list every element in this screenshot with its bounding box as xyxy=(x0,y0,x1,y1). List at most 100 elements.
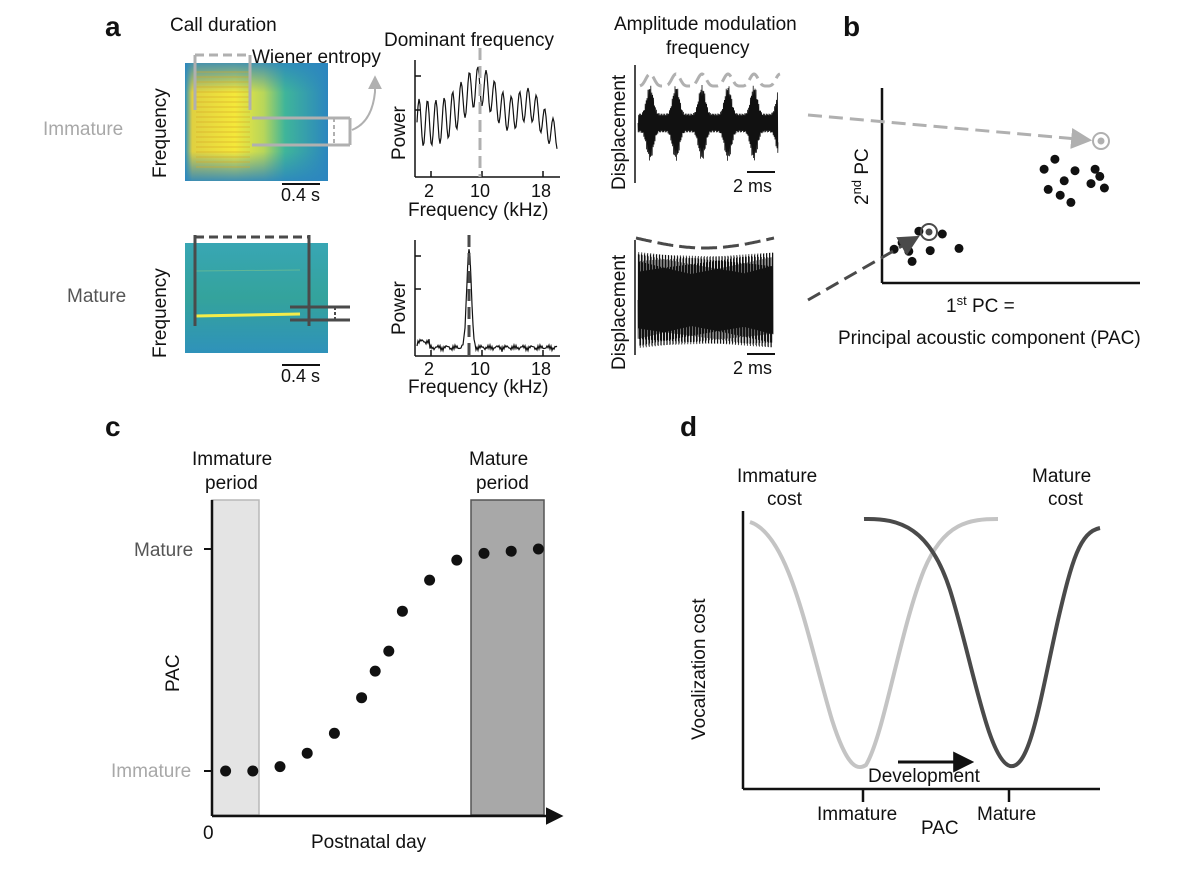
pac-point-4 xyxy=(328,727,340,739)
freq-xlabel-immature: Frequency (kHz) xyxy=(408,200,548,221)
panel-c-label: c xyxy=(105,411,121,442)
am-title-line1: Amplitude modulation xyxy=(614,14,797,35)
spectrogram-mature xyxy=(185,235,350,366)
pac-point-5 xyxy=(356,692,368,704)
pac-point-11 xyxy=(478,547,490,559)
pc2-ylabel-sup: nd xyxy=(849,180,864,194)
pac-point-12 xyxy=(505,545,517,557)
pc-immature-point-1 xyxy=(907,256,917,266)
pac-point-6 xyxy=(369,665,381,677)
pc-mature-point-7 xyxy=(1090,164,1100,174)
cost-xlabel-pac: PAC xyxy=(921,818,959,839)
pc-mature-point-1 xyxy=(1050,154,1060,164)
immature-period-line1: Immature xyxy=(192,449,272,470)
am-title-line2: frequency xyxy=(666,38,750,59)
displacement-ylabel-mature: Displacement xyxy=(609,254,630,370)
pac-point-0 xyxy=(220,765,232,777)
pc1-xlabel: 1st PC = xyxy=(946,293,1015,317)
pc-mature-point-2 xyxy=(1055,190,1065,200)
pc-mature-point-5 xyxy=(1070,166,1080,176)
pc2-ylabel-suffix: PC xyxy=(852,148,873,180)
mature-cost-line1: Mature xyxy=(1032,466,1091,487)
pc-mature-point-9 xyxy=(1043,184,1053,194)
waveform-immature xyxy=(634,65,781,183)
pac-point-1 xyxy=(247,765,259,777)
cost-xtick-immature: Immature xyxy=(817,804,897,825)
power-spectrum-mature xyxy=(414,235,560,357)
pac-point-2 xyxy=(274,761,286,773)
pc1-xlabel-sup: st xyxy=(957,293,968,308)
pc-mature-point-3 xyxy=(1059,176,1069,186)
freq-tick-2-mature: 2 xyxy=(424,359,434,379)
pac-point-7 xyxy=(383,645,395,657)
power-spectrum-immature xyxy=(414,48,560,178)
pac-point-9 xyxy=(424,574,436,586)
mature-cost-curve xyxy=(863,516,1101,769)
pac-point-10 xyxy=(451,554,463,566)
panel-a-label: a xyxy=(105,11,121,42)
mature-period-line2: period xyxy=(476,473,529,494)
development-label: Development xyxy=(868,766,981,787)
wiener-entropy-label: Wiener entropy xyxy=(252,47,381,68)
pac-point-13 xyxy=(532,543,544,555)
pc-immature-point-3 xyxy=(925,246,935,256)
pc-scatter-points xyxy=(889,154,1109,266)
mature-cost-line2: cost xyxy=(1048,489,1084,510)
immature-period-line2: period xyxy=(205,473,258,494)
spectrogram-mature-scale: 0.4 s xyxy=(281,366,320,386)
pc-immature-point-5 xyxy=(954,243,964,253)
postnatal-day-label: Postnatal day xyxy=(311,832,427,853)
freq-tick-18-mature: 18 xyxy=(531,359,551,379)
pac-point-3 xyxy=(301,747,313,759)
pc1-xlabel-num: 1 xyxy=(946,296,957,317)
spectrogram-immature-ylabel: Frequency xyxy=(150,88,171,178)
pac-ytick-immature: Immature xyxy=(111,761,191,782)
displacement-ylabel-immature: Displacement xyxy=(609,74,630,190)
waveform-mature xyxy=(634,236,775,355)
pc-immature-point-6 xyxy=(904,246,914,256)
freq-xlabel-mature: Frequency (kHz) xyxy=(408,377,548,398)
spectrogram-mature-ylabel: Frequency xyxy=(150,268,171,358)
pc-mature-point-0 xyxy=(1039,164,1049,174)
call-duration-label: Call duration xyxy=(170,15,277,36)
cost-axes xyxy=(741,511,1100,802)
pac-point-8 xyxy=(396,605,408,617)
arrow-immature-to-pc xyxy=(807,235,920,302)
freq-tick-2-immature: 2 xyxy=(424,181,434,201)
dominant-frequency-title: Dominant frequency xyxy=(384,30,555,51)
pc2-ylabel-num: 2 xyxy=(852,194,873,205)
pc-highlight-immature xyxy=(920,223,938,241)
pc1-xlabel-suffix: PC = xyxy=(967,296,1015,317)
cost-xtick-mature: Mature xyxy=(977,804,1036,825)
spectrogram-immature-scale: 0.4 s xyxy=(281,185,320,205)
panel-d-label: d xyxy=(680,411,697,442)
immature-cost-line1: Immature xyxy=(737,466,817,487)
am-scale-immature: 2 ms xyxy=(733,176,772,196)
pc2-ylabel: 2nd PC xyxy=(849,148,873,205)
arrow-mature-to-pc xyxy=(807,113,1093,149)
pc-mature-point-6 xyxy=(1086,179,1096,189)
freq-tick-10-immature: 10 xyxy=(470,181,490,201)
pc-mature-point-10 xyxy=(1095,171,1105,181)
row-label-immature: Immature xyxy=(43,119,123,140)
pc-mature-point-4 xyxy=(1066,197,1076,207)
power-ylabel-mature: Power xyxy=(389,280,410,335)
freq-tick-10-mature: 10 xyxy=(470,359,490,379)
spectrogram-immature xyxy=(185,53,382,185)
freq-tick-18-immature: 18 xyxy=(531,181,551,201)
pc-highlight-mature xyxy=(1092,132,1110,150)
immature-cost-line2: cost xyxy=(767,489,803,510)
power-ylabel-immature: Power xyxy=(389,105,410,160)
am-scale-mature: 2 ms xyxy=(733,358,772,378)
pc-mature-point-8 xyxy=(1099,183,1109,193)
pac-ylabel: PAC xyxy=(163,654,184,692)
pc-immature-point-4 xyxy=(937,229,947,239)
row-label-mature: Mature xyxy=(67,286,126,307)
vocalization-cost-ylabel: Vocalization cost xyxy=(689,598,710,740)
mature-period-line1: Mature xyxy=(469,449,528,470)
panel-b-label: b xyxy=(843,11,860,42)
x-origin-label: 0 xyxy=(203,823,214,844)
immature-cost-curve xyxy=(749,517,999,770)
pac-timeline-points xyxy=(220,543,544,777)
